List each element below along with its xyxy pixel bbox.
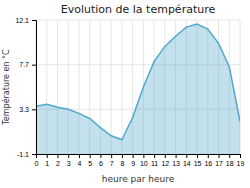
x-tick-label: 7 (110, 160, 114, 167)
x-tick-mark (100, 154, 101, 158)
grid-line-x (111, 20, 112, 154)
x-tick-label: 9 (131, 160, 135, 167)
x-tick: 11 (151, 154, 158, 167)
x-tick: 5 (88, 154, 92, 167)
y-axis-title: Température en °C (1, 49, 11, 126)
y-tick: 12.1 (15, 17, 36, 24)
x-axis-line (37, 155, 241, 159)
x-tick-label: 18 (226, 160, 234, 167)
y-tick-label: 12.1 (15, 17, 29, 24)
x-tick-mark (208, 154, 209, 158)
x-tick-label: 16 (204, 160, 212, 167)
x-tick-mark (143, 154, 144, 158)
x-tick-mark (79, 154, 80, 158)
x-tick-mark (68, 154, 69, 158)
y-tick: -1.1 (17, 151, 36, 158)
x-tick-label: 19 (237, 160, 245, 167)
area (36, 24, 240, 154)
y-tick-label: 3.3 (19, 106, 29, 113)
x-tick-label: 0 (35, 160, 39, 167)
x-tick-label: 14 (183, 160, 191, 167)
y-tick: 7.7 (19, 61, 36, 68)
x-tick-mark (176, 154, 177, 158)
x-tick: 16 (204, 154, 212, 167)
x-tick: 3 (67, 154, 71, 167)
x-tick-mark (229, 154, 230, 158)
x-tick-mark (219, 154, 220, 158)
x-tick-label: 12 (161, 160, 169, 167)
grid-line-x (121, 20, 122, 154)
y-axis: -1.1 3.3 7.7 12.1 (15, 17, 36, 158)
x-tick-label: 11 (151, 160, 158, 167)
x-tick: 6 (99, 154, 103, 167)
x-tick: 13 (172, 154, 180, 167)
x-tick-label: 13 (172, 160, 180, 167)
x-tick-mark (57, 154, 58, 158)
x-tick-label: 6 (99, 160, 103, 167)
y-axis-line (32, 21, 37, 155)
x-tick: 9 (131, 154, 135, 167)
x-axis: 012345678910111213141516171819 (35, 154, 245, 167)
x-tick-mark (197, 154, 198, 158)
title: Evolution de la température (61, 3, 216, 16)
x-tick-label: 3 (67, 160, 71, 167)
y-tick-mark (32, 154, 36, 155)
x-tick-mark (133, 154, 134, 158)
x-tick-mark (90, 154, 91, 158)
x-tick-mark (240, 154, 241, 158)
x-tick: 1 (45, 154, 49, 167)
x-tick-mark (186, 154, 187, 158)
x-tick: 10 (140, 154, 148, 167)
x-tick: 2 (56, 154, 60, 167)
x-tick: 15 (194, 154, 202, 167)
line (36, 24, 240, 140)
x-tick-label: 1 (45, 160, 49, 167)
x-tick: 7 (110, 154, 114, 167)
x-tick: 14 (183, 154, 191, 167)
x-tick-mark (122, 154, 123, 158)
grid (36, 20, 240, 154)
x-tick-label: 8 (120, 160, 124, 167)
x-tick-mark (165, 154, 166, 158)
x-tick-label: 17 (215, 160, 223, 167)
x-tick-label: 15 (194, 160, 202, 167)
x-tick-label: 5 (88, 160, 92, 167)
x-tick: 12 (161, 154, 169, 167)
y-tick-label: 7.7 (19, 61, 29, 68)
y-tick: 3.3 (19, 106, 36, 113)
y-tick-mark (32, 20, 36, 21)
marks (36, 24, 240, 154)
x-tick: 19 (237, 154, 245, 167)
chart: 012345678910111213141516171819-1.13.37.7… (0, 0, 250, 188)
y-tick-label: -1.1 (17, 151, 29, 158)
x-tick-label: 4 (77, 160, 81, 167)
x-axis-title: heure par heure (102, 174, 175, 184)
x-tick-mark (111, 154, 112, 158)
x-tick-mark (154, 154, 155, 158)
x-tick: 0 (35, 154, 39, 167)
x-tick: 8 (120, 154, 124, 167)
x-tick: 17 (215, 154, 223, 167)
x-tick: 18 (226, 154, 234, 167)
x-tick-label: 2 (56, 160, 60, 167)
x-tick-mark (47, 154, 48, 158)
y-tick-mark (32, 109, 36, 110)
x-tick: 4 (77, 154, 81, 167)
grid-line-y (36, 20, 240, 21)
x-tick-label: 10 (140, 160, 148, 167)
y-tick-mark (32, 65, 36, 66)
